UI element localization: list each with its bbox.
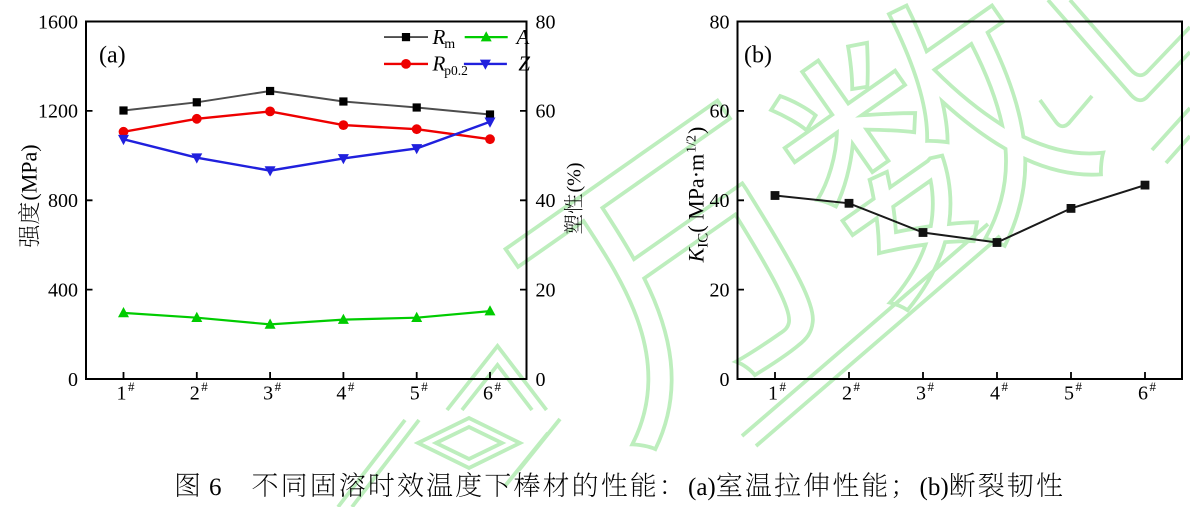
svg-text:0: 0	[536, 369, 546, 391]
svg-text:0: 0	[720, 369, 730, 391]
svg-text:6: 6	[483, 383, 493, 405]
svg-text:6: 6	[1138, 383, 1148, 405]
svg-text:m: m	[444, 37, 455, 52]
svg-text:60: 60	[710, 101, 730, 123]
svg-text:3: 3	[916, 383, 926, 405]
svg-text:0: 0	[68, 369, 78, 391]
svg-text:800: 800	[48, 190, 78, 212]
svg-text:#: #	[1002, 379, 1009, 394]
svg-text:#: #	[275, 379, 282, 394]
svg-text:1/2: 1/2	[685, 135, 700, 153]
svg-text:(b): (b)	[744, 43, 772, 69]
svg-text:p0.2: p0.2	[444, 63, 468, 78]
svg-text:#: #	[201, 379, 208, 394]
svg-text:R: R	[432, 25, 446, 49]
svg-text:#: #	[421, 379, 428, 394]
svg-text:1200: 1200	[38, 101, 78, 123]
svg-text:R: R	[432, 52, 446, 76]
svg-text:5: 5	[410, 383, 420, 405]
svg-text:(b): (b)	[920, 474, 949, 501]
svg-text:IC: IC	[696, 233, 712, 248]
svg-text:K: K	[684, 246, 709, 263]
svg-text:#: #	[854, 379, 861, 394]
svg-text:#: #	[928, 379, 935, 394]
svg-text:#: #	[495, 379, 502, 394]
svg-text:2: 2	[190, 383, 200, 405]
svg-text:80: 80	[536, 11, 556, 33]
svg-text:2: 2	[842, 383, 852, 405]
svg-text:5: 5	[1064, 383, 1074, 405]
svg-text:(a): (a)	[99, 43, 126, 69]
svg-text:40: 40	[536, 190, 556, 212]
svg-text:20: 20	[710, 279, 730, 301]
svg-text:#: #	[128, 379, 135, 394]
svg-text:): )	[684, 127, 709, 134]
svg-text:(a): (a)	[688, 474, 716, 501]
svg-text:1600: 1600	[38, 11, 78, 33]
svg-text:A: A	[515, 25, 530, 49]
svg-text:4: 4	[990, 383, 1000, 405]
svg-text:20: 20	[536, 279, 556, 301]
svg-text:#: #	[1076, 379, 1083, 394]
svg-text:60: 60	[536, 101, 556, 123]
svg-text:(%): (%)	[564, 163, 586, 193]
svg-text:#: #	[1150, 379, 1157, 394]
svg-text:3: 3	[263, 383, 273, 405]
svg-text:1: 1	[117, 383, 127, 405]
svg-text:#: #	[348, 379, 355, 394]
svg-text:4: 4	[336, 383, 346, 405]
svg-text:(MPa): (MPa)	[17, 144, 42, 200]
svg-text:40: 40	[710, 190, 730, 212]
svg-text:Z: Z	[518, 52, 530, 76]
svg-text:6: 6	[209, 474, 222, 501]
svg-text:#: #	[780, 379, 787, 394]
svg-text:400: 400	[48, 279, 78, 301]
svg-text:( MPa·m: ( MPa·m	[684, 154, 709, 233]
svg-text:1: 1	[768, 383, 778, 405]
svg-text:80: 80	[710, 11, 730, 33]
